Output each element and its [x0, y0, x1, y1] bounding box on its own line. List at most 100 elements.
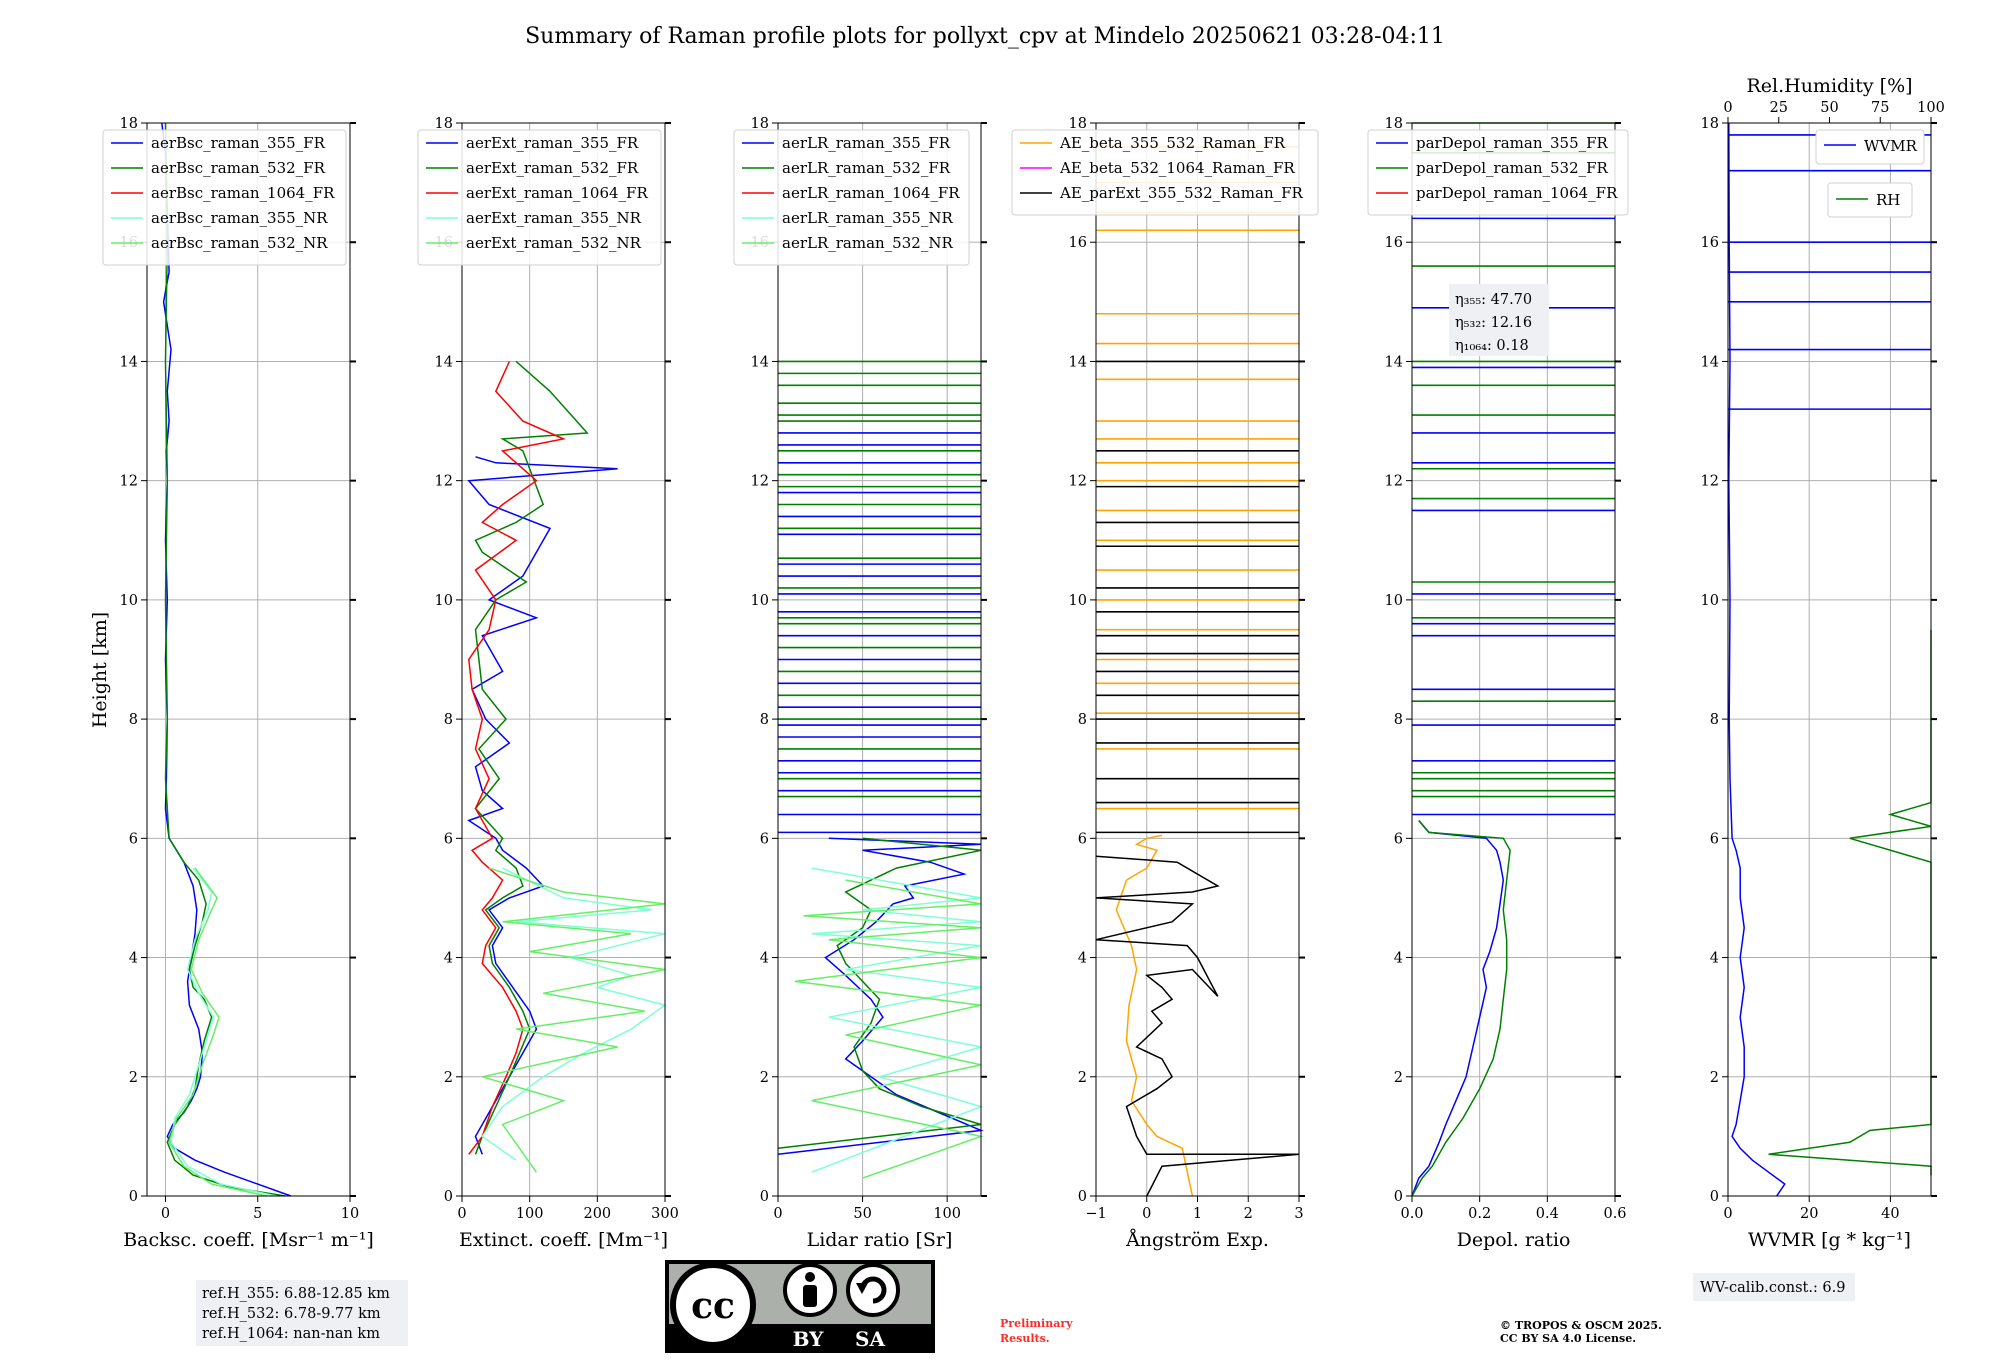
y-tick-label: 6	[760, 831, 769, 847]
series-aerExt_raman_355_NR	[481, 867, 667, 1161]
y-tick-label: 2	[444, 1070, 453, 1086]
series-aerLR_raman_532_NR	[794, 879, 984, 1179]
y-tick-label: 8	[1078, 712, 1087, 728]
panel-dep: 0 2 4 6 8 10 12 14 16 18 0.0 0.2 0.4 0.6 Depol. ratio p…	[1367, 116, 1629, 1251]
cc-icon	[670, 1262, 756, 1348]
y-tick-label: 12	[1701, 474, 1719, 490]
legend-label: aerBsc_raman_1064_FR	[151, 184, 335, 202]
x-tick-label: 0.6	[1603, 1206, 1626, 1222]
axes-frame	[146, 122, 351, 1197]
y-tick-label: 0	[1394, 1189, 1403, 1205]
legend-label: aerBsc_raman_532_FR	[151, 159, 326, 177]
axes-frame	[1411, 122, 1616, 1197]
y-tick-label: 6	[129, 831, 138, 847]
y-tick-label: 4	[129, 951, 138, 967]
eta-label: η₃₅₅: 47.70	[1455, 292, 1532, 308]
x-tick-label: 40	[1881, 1206, 1899, 1222]
axes-frame	[1727, 122, 1932, 1197]
ref-h-1064: ref.H_1064: nan-nan km	[202, 1326, 380, 1342]
x-axis-label: Depol. ratio	[1457, 1229, 1571, 1251]
x-tick-label: 200	[583, 1206, 611, 1222]
y-tick-label: 10	[435, 593, 453, 609]
legend-label: aerLR_raman_532_FR	[782, 159, 951, 177]
y-tick-label: 0	[444, 1189, 453, 1205]
y-tick-label: 6	[444, 831, 453, 847]
figure-title: Summary of Raman profile plots for polly…	[525, 24, 1445, 49]
x-tick-label: 0	[1142, 1206, 1151, 1222]
svg-text:cc: cc	[691, 1285, 735, 1327]
series-WVMR	[1728, 122, 1786, 1197]
x-tick-label: 300	[651, 1206, 679, 1222]
y-tick-label: 14	[1385, 354, 1403, 370]
legend-label: AE_parExt_355_532_Raman_FR	[1059, 184, 1304, 202]
series-aerLR_raman_355_FR	[777, 837, 984, 1156]
series-RH	[1768, 629, 1932, 1176]
ref-h-532: ref.H_532: 6.78-9.77 km	[202, 1306, 381, 1322]
y-tick-label: 16	[1701, 235, 1719, 251]
sa-icon	[846, 1263, 900, 1317]
legend-label: aerExt_raman_355_NR	[466, 209, 642, 227]
y-tick-label: 8	[1394, 712, 1403, 728]
eta-box	[1449, 283, 1549, 356]
y-tick-label: 4	[1078, 951, 1087, 967]
y-tick-label: 18	[1069, 116, 1087, 132]
legend-label: aerExt_raman_532_NR	[466, 234, 642, 252]
legend-box	[733, 129, 970, 266]
legend-box	[417, 129, 662, 266]
y-tick-label: 6	[1078, 831, 1087, 847]
y-tick-label: 18	[751, 116, 769, 132]
y-tick-label: 12	[1069, 474, 1087, 490]
y-tick-label: 8	[760, 712, 769, 728]
legend-box	[1011, 129, 1319, 216]
y-tick-label: 2	[129, 1070, 138, 1086]
y-tick-label: 4	[1394, 951, 1403, 967]
x-axis-label: Backsc. coeff. [Msr⁻¹ m⁻¹]	[123, 1229, 374, 1251]
y-tick-label: 14	[1701, 354, 1719, 370]
y-tick-label: 14	[435, 354, 453, 370]
y-tick-label: 10	[1385, 593, 1403, 609]
series-AE_beta_355_532_Raman_FR	[1115, 834, 1194, 1197]
top-x-axis-label: Rel.Humidity [%]	[1746, 75, 1912, 97]
y-tick-label: 18	[435, 116, 453, 132]
y-tick-label: 0	[760, 1189, 769, 1205]
x-tick-label: 0.4	[1536, 1206, 1559, 1222]
axes-frame	[777, 122, 982, 1197]
legend-label: parDepol_raman_1064_FR	[1416, 184, 1618, 202]
x-tick-label: 100	[933, 1206, 961, 1222]
x-tick-label: 0	[457, 1206, 466, 1222]
y-tick-label: 10	[120, 593, 138, 609]
y-tick-label: 4	[444, 951, 453, 967]
x-tick-label: 0	[161, 1206, 170, 1222]
legend-label: aerBsc_raman_355_NR	[151, 209, 328, 227]
y-tick-label: 0	[1710, 1189, 1719, 1205]
y-tick-label: 0	[1078, 1189, 1087, 1205]
y-tick-label: 10	[1701, 593, 1719, 609]
legend-label: aerBsc_raman_355_FR	[151, 134, 326, 152]
wv-calib-box: WV-calib.const.: 6.9	[1693, 1273, 1855, 1301]
top-x-tick-label: 100	[1917, 100, 1945, 116]
x-tick-label: 0.0	[1400, 1206, 1423, 1222]
legend-box-wvmr	[1815, 129, 1925, 165]
series-aerBsc_raman_355_NR	[170, 867, 277, 1197]
series-aerBsc_raman_355_FR	[161, 122, 292, 1197]
y-tick-label: 10	[1069, 593, 1087, 609]
preliminary-label-2: Results.	[1000, 1332, 1050, 1345]
legend-label: aerBsc_raman_532_NR	[151, 234, 328, 252]
y-tick-label: 18	[1385, 116, 1403, 132]
x-tick-label: 3	[1294, 1206, 1303, 1222]
top-x-tick-label: 25	[1770, 100, 1788, 116]
cc-by-label: BY	[793, 1327, 825, 1351]
series-aerExt_raman_1064_FR	[468, 361, 566, 1155]
y-tick-label: 12	[120, 474, 138, 490]
ref-height-box: ref.H_355: 6.88-12.85 km ref.H_532: 6.78…	[196, 1280, 408, 1346]
series-parDepol_raman_355_FR	[1411, 820, 1505, 1197]
copyright-2: CC BY SA 4.0 License.	[1500, 1332, 1636, 1345]
x-tick-label: −1	[1085, 1206, 1106, 1222]
y-tick-label: 8	[1710, 712, 1719, 728]
y-tick-label: 12	[1385, 474, 1403, 490]
legend-label: AE_beta_532_1064_Raman_FR	[1059, 159, 1295, 177]
axes-frame	[461, 122, 666, 1197]
y-tick-label: 16	[1069, 235, 1087, 251]
